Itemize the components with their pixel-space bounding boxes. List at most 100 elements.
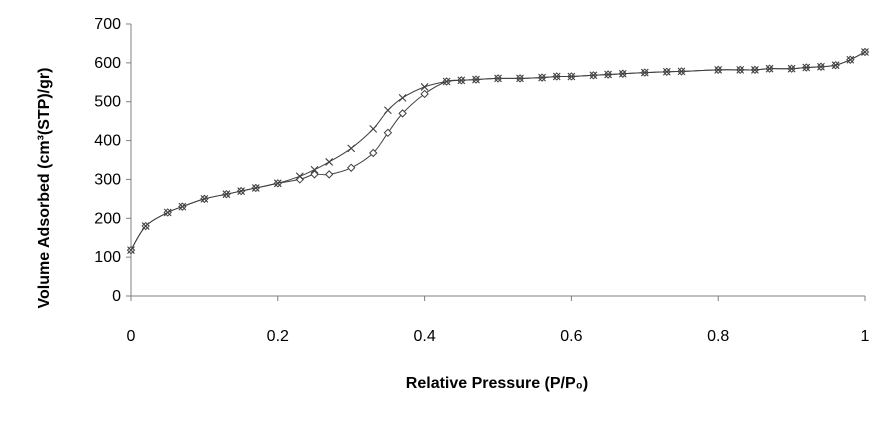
marker-stroke xyxy=(127,246,135,255)
data-point-x xyxy=(442,77,451,86)
marker-stroke xyxy=(787,64,796,73)
x-tick-label: 0 xyxy=(127,328,136,345)
tick-labels: 0 100 200 300 400 500 600 700 0 0.2 0.4 0.6 0.8 1 xyxy=(94,16,869,345)
marker-stroke xyxy=(567,72,576,81)
marker-stroke xyxy=(817,62,825,71)
series-1 xyxy=(126,47,870,255)
data-point-x xyxy=(640,68,649,77)
marker-stroke xyxy=(765,64,774,73)
data-point-x xyxy=(200,194,209,203)
data-point-x xyxy=(589,71,598,80)
data-point-x xyxy=(516,74,524,83)
marker-stroke xyxy=(442,77,451,86)
marker-stroke xyxy=(237,187,245,195)
marker-stroke xyxy=(618,69,627,78)
data-point-x xyxy=(347,144,356,153)
marker-stroke xyxy=(662,67,671,76)
data-point-x xyxy=(846,55,855,64)
data-point-x xyxy=(141,222,150,230)
marker-stroke xyxy=(677,67,686,76)
marker-stroke xyxy=(295,172,304,181)
data-point-x xyxy=(251,184,260,192)
marker-stroke xyxy=(347,144,356,153)
data-point-x xyxy=(787,64,796,73)
marker-stroke xyxy=(831,61,840,70)
y-tick-label: 0 xyxy=(112,288,121,305)
data-point-x xyxy=(714,65,723,74)
marker-stroke xyxy=(472,75,480,84)
axes xyxy=(126,23,866,301)
data-point-x xyxy=(222,190,231,199)
data-point-x xyxy=(817,62,825,71)
x-tick-label: 0.8 xyxy=(707,328,729,345)
data-point-x xyxy=(677,67,686,76)
marker-stroke xyxy=(251,184,260,192)
marker-stroke xyxy=(141,222,150,230)
y-axis-title: Volume Adsorbed (cm³(STP)/gr) xyxy=(36,68,53,309)
data-point-x xyxy=(802,63,811,72)
x-tick-label: 0.4 xyxy=(413,328,435,345)
marker-stroke xyxy=(384,106,392,115)
data-point-x xyxy=(127,246,135,255)
data-point-diamond xyxy=(346,163,356,172)
marker-stroke xyxy=(516,74,524,83)
marker-stroke xyxy=(310,165,319,174)
x-tick-label: 0.6 xyxy=(560,328,582,345)
data-point-x xyxy=(494,74,502,83)
y-tick-label: 300 xyxy=(94,171,121,188)
data-point-x xyxy=(567,72,576,81)
data-point-diamond xyxy=(383,128,393,138)
data-point-x xyxy=(163,208,172,217)
data-point-x xyxy=(765,64,774,73)
x-tick-label: 1 xyxy=(861,328,870,345)
data-point-x xyxy=(295,172,304,181)
data-point-x xyxy=(736,65,745,74)
data-point-x xyxy=(237,187,245,195)
y-tick-label: 100 xyxy=(94,249,121,266)
data-point-x xyxy=(178,202,187,211)
marker-stroke xyxy=(538,73,546,82)
data-point-x xyxy=(273,179,282,188)
marker-stroke xyxy=(494,74,502,83)
data-point-x xyxy=(310,165,319,174)
y-tick-label: 200 xyxy=(94,210,121,227)
marker-stroke xyxy=(369,125,378,133)
y-tick-label: 500 xyxy=(94,94,121,111)
marker-stroke xyxy=(200,194,209,203)
data-point-x xyxy=(420,83,429,91)
data-point-x xyxy=(604,70,612,79)
marker-stroke xyxy=(398,93,407,102)
marker-stroke xyxy=(736,65,745,74)
marker-stroke xyxy=(751,65,759,74)
data-point-diamond xyxy=(398,109,407,118)
data-point-diamond xyxy=(310,170,319,179)
marker-stroke xyxy=(178,202,187,211)
marker-stroke xyxy=(163,208,172,217)
data-point-diamond xyxy=(420,89,429,99)
data-point-x xyxy=(472,75,480,84)
data-point-x xyxy=(662,67,671,76)
data-point-x xyxy=(861,48,869,56)
y-tick-label: 700 xyxy=(94,16,121,33)
x-tick-label: 0.2 xyxy=(267,328,289,345)
marker-stroke xyxy=(420,83,429,91)
marker-stroke xyxy=(589,71,598,80)
data-point-diamond xyxy=(369,148,378,158)
data-point-x xyxy=(831,61,840,70)
x-axis-title: Relative Pressure (P/P₀) xyxy=(406,375,588,392)
data-point-x xyxy=(398,93,407,102)
series-2 xyxy=(127,48,869,255)
y-tick-label: 600 xyxy=(94,55,121,72)
marker-stroke xyxy=(861,48,869,56)
marker-stroke xyxy=(273,179,282,188)
data-point-diamond xyxy=(324,170,334,179)
marker-stroke xyxy=(714,65,723,74)
data-point-x xyxy=(457,76,466,85)
marker-stroke xyxy=(552,72,561,81)
data-point-x xyxy=(325,158,334,166)
marker-stroke xyxy=(457,76,466,85)
marker-stroke xyxy=(846,55,855,64)
data-point-x xyxy=(369,125,378,133)
